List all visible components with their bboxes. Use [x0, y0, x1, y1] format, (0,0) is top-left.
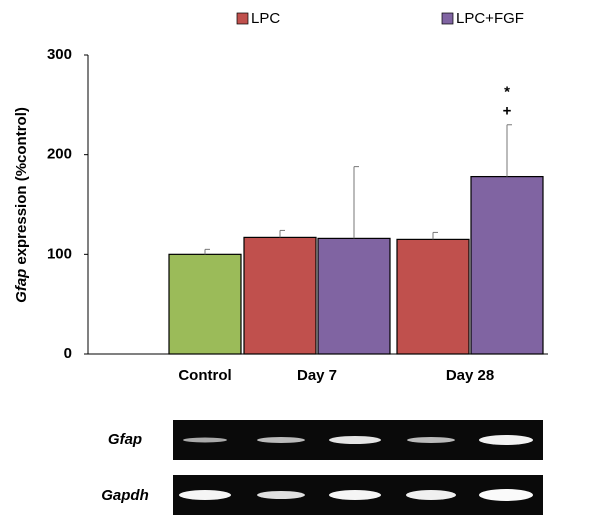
bar — [243, 236, 317, 355]
bar — [470, 175, 544, 355]
x-tick-label: Day 28 — [446, 367, 494, 384]
bar — [317, 237, 391, 355]
y-tick-label: 200 — [47, 146, 72, 163]
y-tick-label: 300 — [47, 46, 72, 63]
legend-label: LPC+FGF — [456, 10, 524, 27]
legend-swatch — [441, 12, 454, 25]
gel-band — [406, 490, 456, 500]
gel-band — [183, 437, 227, 443]
y-tick-label: 100 — [47, 245, 72, 262]
legend-swatch — [236, 12, 249, 25]
y-axis-label: Gfap expression (%control) — [13, 107, 30, 303]
x-tick-label: Day 7 — [297, 367, 337, 384]
gel-row-label: Gfap — [108, 431, 142, 448]
gel-band — [257, 437, 305, 443]
y-axis-label-text: expression (%control) — [13, 107, 30, 265]
y-axis-label-italic: Gfap — [13, 269, 30, 303]
gel-band — [479, 435, 533, 445]
legend-label: LPC — [251, 10, 280, 27]
gel-band — [329, 436, 381, 444]
x-tick-label: Control — [178, 367, 231, 384]
gel-band — [257, 491, 305, 499]
gel-band — [329, 490, 381, 500]
gel-band — [407, 437, 455, 443]
gel-row-label: Gapdh — [101, 487, 149, 504]
bar — [396, 238, 470, 355]
gel: Gfap Gapdh — [101, 420, 543, 515]
annotation: * — [504, 84, 510, 101]
annotation: + — [503, 103, 512, 120]
y-tick-label: 0 — [64, 345, 72, 362]
gel-band — [179, 490, 231, 500]
bar — [168, 253, 242, 355]
gel-band — [479, 489, 533, 501]
